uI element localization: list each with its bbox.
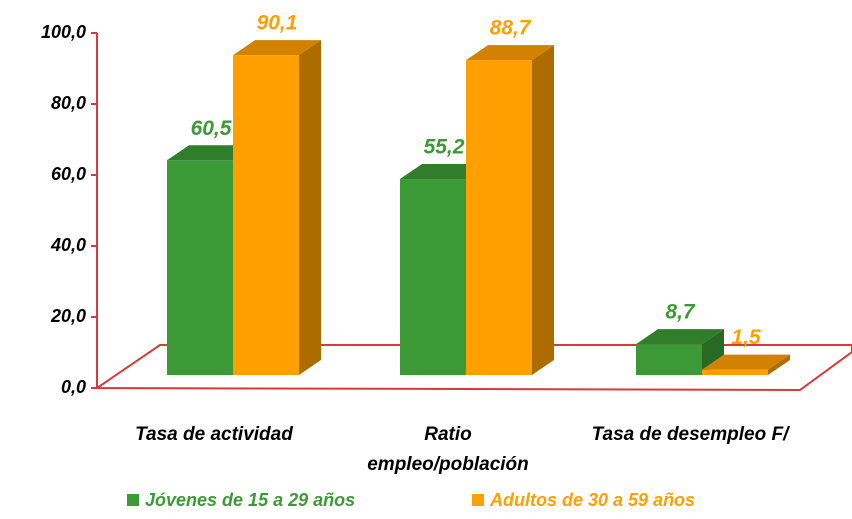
bar: [167, 160, 233, 375]
bar: [233, 55, 299, 376]
bar: [702, 369, 768, 375]
x-tick-label: Tasa de actividad: [135, 424, 293, 445]
bar-side: [299, 40, 321, 376]
y-tick-label: 100,0: [41, 22, 86, 42]
y-tick-label: 20,0: [50, 306, 86, 326]
bar-side: [532, 45, 554, 376]
bar-top: [233, 40, 321, 56]
y-tick-label: 60,0: [51, 164, 86, 184]
y-tick-label: 40,0: [50, 235, 86, 255]
bar: [400, 179, 466, 375]
legend-label: Jóvenes de 15 a 29 años: [145, 490, 355, 510]
value-label: 8,7: [665, 301, 696, 324]
legend-swatch: [127, 494, 139, 506]
value-label: 90,1: [257, 12, 298, 35]
value-label: 88,7: [490, 17, 532, 40]
x-tick-label: Tasa de desempleo F/: [591, 424, 789, 445]
bar: [636, 344, 702, 375]
bar-top: [702, 354, 790, 370]
bar-top: [466, 45, 554, 61]
legend-label: Adultos de 30 a 59 años: [489, 490, 695, 510]
value-label: 1,5: [731, 326, 761, 349]
legend-swatch: [472, 494, 484, 506]
x-tick-label: Ratio empleo/población: [367, 424, 529, 475]
floor: [93, 344, 852, 392]
bar: [466, 60, 532, 376]
value-label: 55,2: [424, 136, 465, 159]
value-label: 60,5: [191, 117, 232, 140]
bar-side: [768, 354, 790, 375]
y-tick-label: 0,0: [61, 377, 86, 397]
y-tick-label: 80,0: [51, 93, 86, 113]
bar-top: [636, 329, 724, 345]
